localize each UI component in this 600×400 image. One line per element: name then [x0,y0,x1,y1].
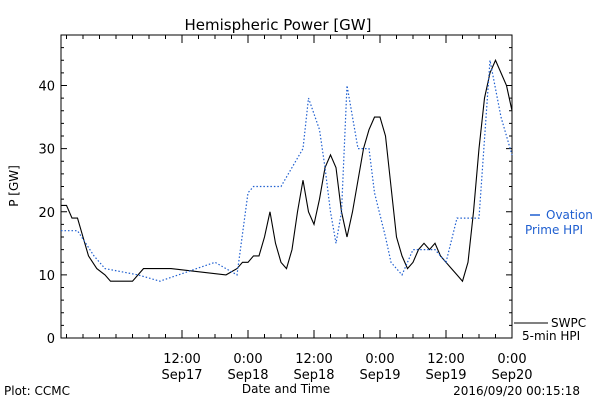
x-tick-label: 12:00 [295,352,332,367]
x-tick-sublabel: Sep17 [161,368,202,383]
x-tick-sublabel: Sep20 [491,368,532,383]
y-axis: 0 10 20 30 40 [38,47,512,347]
y-tick-label: 30 [38,143,55,158]
x-axis-label: Date and Time [242,382,330,396]
y-tick-label: 40 [38,80,55,95]
y-axis-label: P [GW] [7,165,21,207]
legend-hpi-label: 5-min HPI [522,329,580,343]
x-tick-sublabel: Sep19 [359,368,400,383]
legend-prime-label: Prime HPI [525,223,583,237]
footer-timestamp: 2016/09/20 00:15:18 [453,384,580,398]
footer-credit: Plot: CCMC [4,384,70,398]
x-tick-sublabel: Sep19 [425,368,466,383]
legend-swpc-label: SWPC [551,316,586,330]
x-tick-label: 12:00 [427,352,464,367]
legend-ovation-label: Ovation [546,208,593,222]
series-layer [61,58,513,283]
x-tick-sublabel: Sep18 [293,368,334,383]
plot-area [60,34,513,339]
y-tick-label: 20 [38,206,55,221]
x-tick-label: 0:00 [497,352,526,367]
y-tick-label: 0 [47,332,55,347]
legend: Ovation Prime HPI SWPC 5-min HPI [514,208,593,343]
series-line-swpc [61,58,513,283]
y-tick-label: 10 [38,269,55,284]
chart-title: Hemispheric Power [GW] [185,16,372,34]
x-axis: 12:00Sep170:00Sep1812:00Sep180:00Sep1912… [66,35,533,383]
series-line-ovation [61,60,513,282]
plot-frame [60,34,513,339]
x-tick-label: 0:00 [233,352,262,367]
x-tick-sublabel: Sep18 [227,368,268,383]
x-tick-label: 12:00 [163,352,200,367]
x-tick-label: 0:00 [365,352,394,367]
